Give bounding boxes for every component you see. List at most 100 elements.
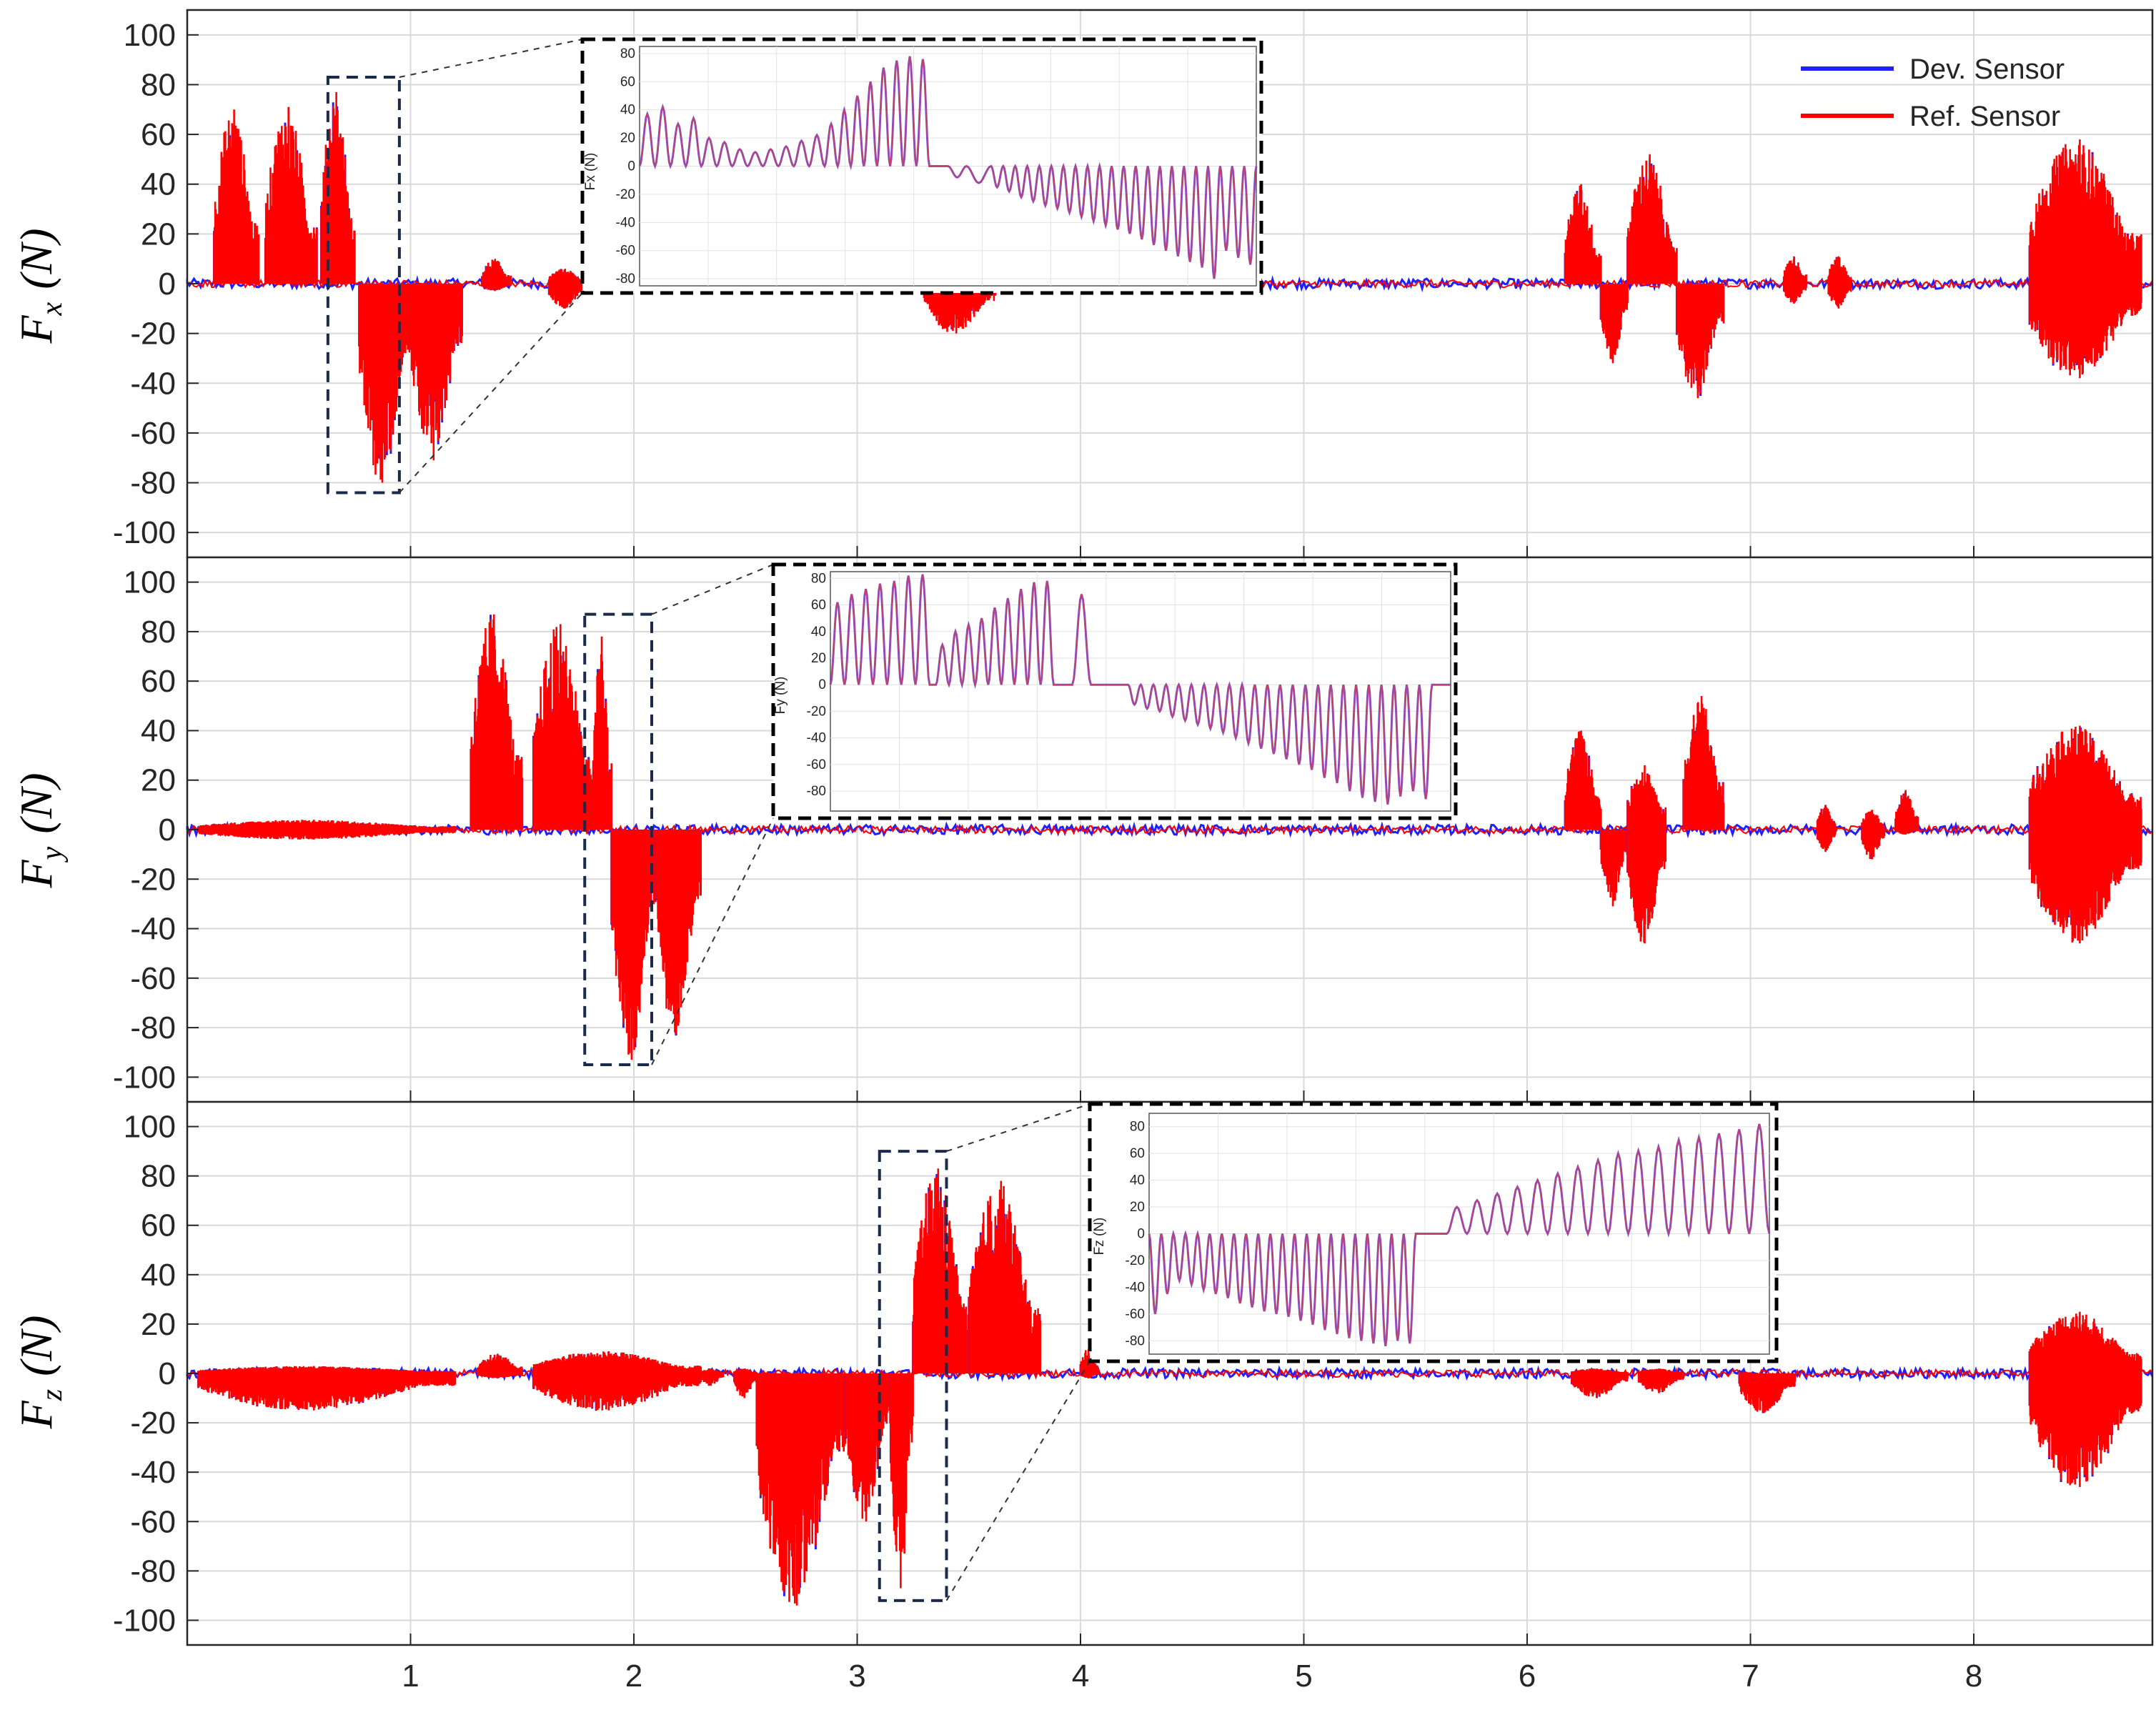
trace-ref (1599, 830, 1629, 907)
trace-burst (1894, 790, 1919, 835)
y-tick-label: 40 (141, 713, 176, 748)
legend-label-ref: Ref. Sensor (1909, 101, 2060, 132)
inset-y-tick-label: 60 (1130, 1146, 1145, 1161)
inset-y-tick-label: 60 (620, 74, 635, 89)
y-tick-label: 80 (141, 1159, 176, 1194)
y-tick-label: -100 (113, 515, 176, 550)
y-tick-label: 0 (159, 267, 176, 302)
x-tick-label: 7 (1742, 1659, 1759, 1694)
zoom-connector-bottom (651, 817, 774, 1065)
trace-ref (213, 109, 260, 284)
y-tick-label: -80 (130, 1010, 176, 1045)
inset-y-tick-label: -80 (1126, 1333, 1145, 1348)
trace-burst (700, 1368, 725, 1386)
fz-y-axis-label: Fz(N) (11, 1316, 69, 1430)
y-tick-label: -40 (130, 912, 176, 947)
trace-burst (197, 1366, 457, 1411)
trace-burst (1079, 1348, 1100, 1378)
fz-inset-y-label: Fz (N) (1092, 1218, 1107, 1256)
trace-burst (1861, 810, 1886, 860)
trace-ref (968, 1180, 1041, 1373)
trace-burst (358, 284, 412, 483)
y-tick-label: 60 (141, 117, 176, 152)
trace-burst (755, 1373, 848, 1606)
y-tick-label: -60 (130, 961, 176, 996)
trace-burst (1816, 805, 1837, 852)
fy-zoom-box (583, 564, 774, 1067)
trace-ref (2028, 139, 2142, 379)
zoom-rectangle (326, 76, 401, 494)
inset-y-tick-label: -20 (807, 704, 826, 719)
trace-burst (547, 269, 586, 309)
trace-burst (1599, 284, 1629, 364)
x-tick-label: 5 (1295, 1659, 1312, 1694)
trace-burst (1827, 256, 1852, 309)
y-tick-label: -20 (130, 1406, 176, 1441)
inset-y-tick-label: 40 (620, 103, 635, 118)
trace-ref (477, 1353, 524, 1378)
fz-y-tick-labels: -100 -80 -60 -40 -20 0 20 40 60 80 100 (113, 1110, 199, 1638)
trace-burst (213, 109, 260, 284)
trace-burst (532, 624, 595, 830)
trace-ref (1783, 256, 1807, 304)
zoom-connector-bottom (945, 1361, 1091, 1601)
inset-trace-ref (830, 574, 1451, 805)
y-tick-label: -20 (130, 317, 176, 352)
fy-y-tick-labels: -100 -80 -60 -40 -20 0 20 40 60 80 100 (113, 565, 199, 1095)
fy-y-axis-label: Fy(N) (11, 772, 69, 888)
trace-burst (2028, 1311, 2142, 1487)
trace-burst (1637, 1368, 1685, 1393)
trace-burst (968, 1180, 1041, 1373)
inset-y-tick-label: -20 (1126, 1253, 1145, 1268)
inset-y-tick-label: -40 (807, 731, 826, 746)
y-tick-label: 100 (124, 18, 176, 53)
x-tick-labels: 1 2 3 4 5 6 7 8 (402, 1659, 1982, 1694)
y-tick-label: -80 (130, 466, 176, 501)
trace-ref (264, 106, 318, 284)
y-tick-label: 100 (124, 565, 176, 600)
y-tick-label: -100 (113, 1060, 176, 1095)
trace-burst (1682, 696, 1725, 830)
fz-panel: -100 -80 -60 -40 -20 0 20 40 60 80 100 1 2 3 4 5 6 7 8 Fz… (11, 1100, 2154, 1694)
inset-y-tick-label: 0 (818, 677, 826, 692)
trace-ref (1079, 1348, 1100, 1378)
trace-ref (733, 1368, 758, 1398)
trace-ref (610, 830, 657, 1060)
y-tick-label: 20 (141, 763, 176, 798)
inset-y-tick-label: 0 (1137, 1227, 1145, 1242)
y-tick-label: 20 (141, 217, 176, 252)
trace-burst (532, 1351, 702, 1411)
inset-y-tick-label: 0 (627, 159, 635, 174)
trace-burst (470, 614, 524, 830)
trace-burst (264, 106, 318, 284)
inset-y-tick-label: -20 (616, 187, 635, 202)
inset-y-tick-label: -60 (1126, 1307, 1145, 1322)
y-tick-label: -60 (130, 1504, 176, 1539)
inset-y-tick-label: -60 (616, 244, 635, 259)
trace-burst (1782, 256, 1807, 304)
zoom-rectangle (878, 1150, 948, 1602)
trace-ref (1817, 805, 1837, 852)
x-tick-label: 2 (625, 1659, 642, 1694)
trace-ref (655, 830, 702, 1035)
trace-burst (845, 1373, 892, 1522)
trace-burst (912, 1168, 970, 1373)
x-tick-label: 8 (1965, 1659, 1982, 1694)
trace-ref (1564, 184, 1602, 284)
trace-ref (409, 284, 463, 461)
fy-panel: -100 -80 -60 -40 -20 0 20 40 60 80 100 Fy(N) -80 -6… (11, 556, 2154, 1103)
trace-burst (1599, 830, 1629, 907)
fx-inset-y-label: Fx (N) (583, 153, 598, 191)
inset-y-tick-label: -80 (807, 784, 826, 799)
trace-burst (1626, 765, 1667, 944)
y-tick-label: 80 (141, 615, 176, 650)
fx-panel: -100 -80 -60 -40 -20 0 20 40 60 80 100 Fx(N) -80 -6… (11, 9, 2154, 559)
trace-ref (532, 1351, 702, 1411)
y-tick-label: -20 (130, 862, 176, 897)
y-tick-label: -60 (130, 416, 176, 451)
trace-ref (2028, 1311, 2142, 1487)
trace-burst (1564, 730, 1602, 830)
y-tick-label: -80 (130, 1554, 176, 1589)
trace-ref (1626, 765, 1667, 944)
trace-ref (1571, 1368, 1629, 1398)
